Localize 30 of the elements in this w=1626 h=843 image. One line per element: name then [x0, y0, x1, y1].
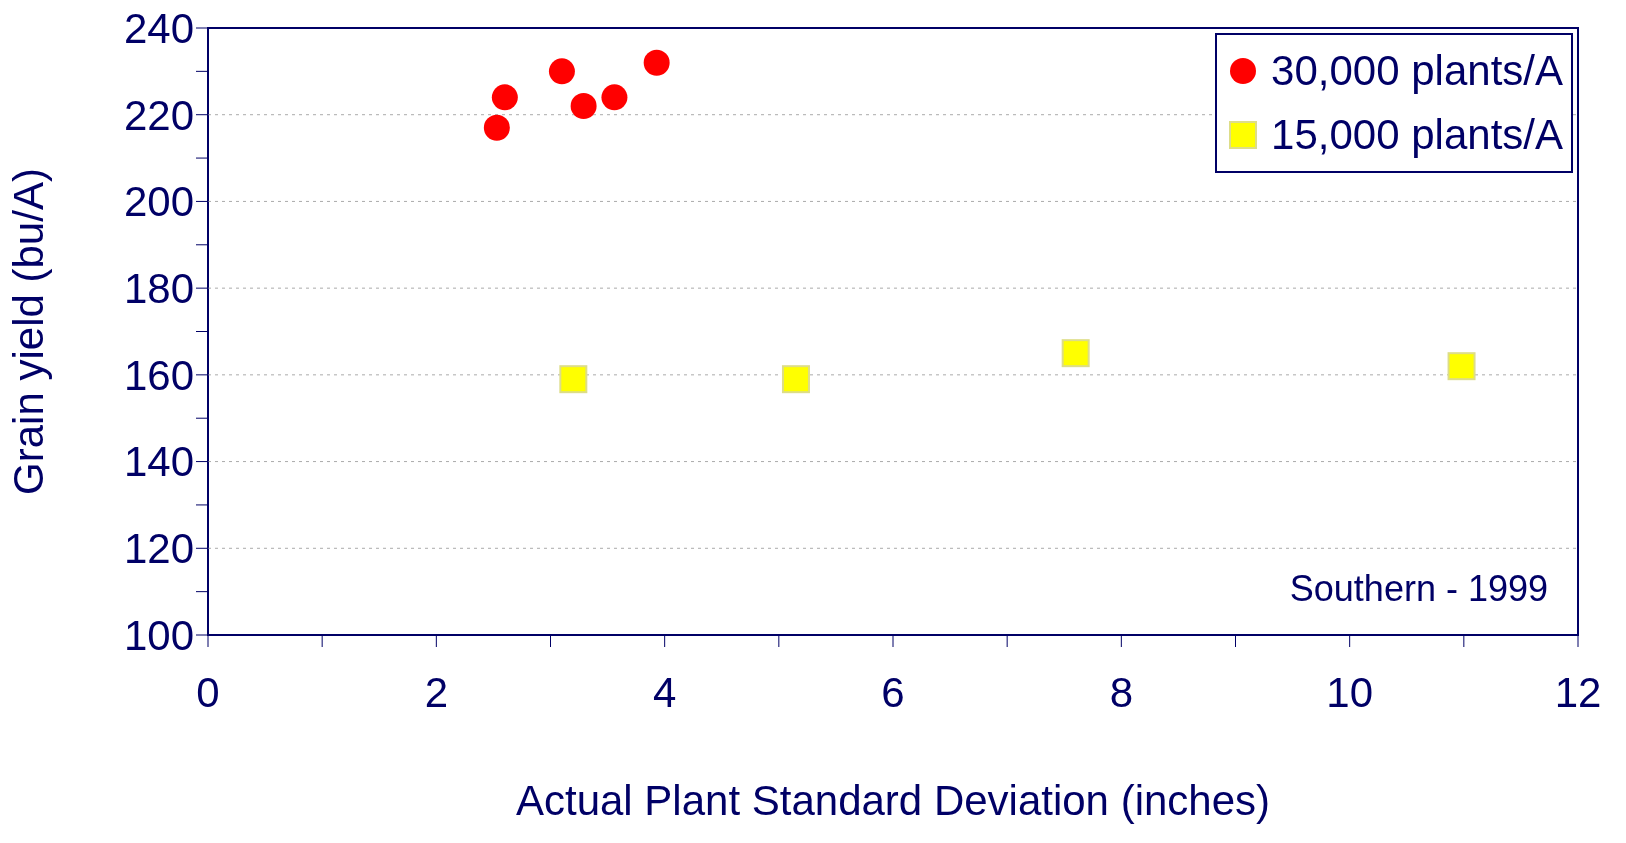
y-axis-title: Grain yield (bu/A) [4, 168, 52, 495]
x-tick-label: 0 [196, 668, 220, 716]
y-tick-label: 240 [123, 4, 194, 52]
point [601, 84, 628, 111]
y-tick-label: 200 [123, 178, 194, 226]
x-tick-label: 8 [1109, 668, 1134, 716]
x-tick-label: 2 [424, 668, 449, 716]
x-tick-label: 12 [1554, 668, 1602, 716]
x-tick-label: 6 [881, 668, 905, 716]
point [1061, 339, 1090, 368]
y-tick-label: 220 [123, 91, 194, 139]
y-tick-label: 180 [123, 265, 194, 313]
x-axis-title: Actual Plant Standard Deviation (inches) [515, 777, 1271, 824]
point [1447, 352, 1476, 381]
point [643, 49, 670, 76]
y-tick-label: 100 [123, 611, 194, 659]
point [483, 114, 510, 141]
point [781, 365, 810, 394]
y-tick-label: 120 [123, 525, 194, 573]
x-tick-label: 4 [652, 668, 677, 716]
point [548, 58, 575, 85]
legend-label: 30,000 plants/A [1271, 46, 1563, 96]
point [491, 84, 518, 111]
annotation: Southern - 1999 [1289, 568, 1548, 610]
x-tick-label: 10 [1326, 668, 1374, 716]
point [559, 365, 588, 394]
point [570, 93, 597, 120]
y-tick-label: 140 [123, 438, 194, 486]
legend-label: 15,000 plants/A [1271, 110, 1563, 160]
y-tick-label: 160 [123, 351, 194, 399]
